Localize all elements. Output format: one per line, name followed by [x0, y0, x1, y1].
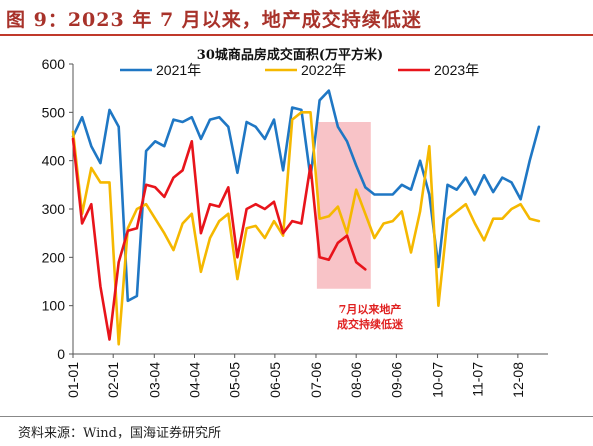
y-tick-label: 600: [42, 56, 66, 72]
y-tick-label: 400: [42, 153, 66, 169]
x-tick-label: 05-05: [227, 362, 243, 398]
series-layer: [71, 89, 541, 346]
y-tick-label: 200: [42, 249, 66, 265]
annotation-line-2: 成交持续低迷: [337, 317, 404, 331]
x-tick-label: 10-07: [429, 362, 445, 398]
x-tick-label: 06-05: [267, 362, 283, 398]
series-line-2: [71, 111, 541, 346]
legend-label: 2023年: [434, 62, 479, 78]
x-tick-label: 01-01: [65, 362, 81, 398]
x-tick-label: 03-04: [146, 362, 162, 398]
annotation-line-1: 7月以来地产: [339, 302, 402, 316]
x-tick-label: 07-06: [308, 362, 324, 398]
legend: 2021年 2022年 2023年: [120, 62, 479, 78]
x-tick-label: 04-04: [186, 362, 202, 398]
y-tick-label: 300: [42, 201, 66, 217]
x-tick-label: 09-06: [388, 362, 404, 398]
title-divider: [0, 34, 593, 36]
source-note: 资料来源：Wind，国海证券研究所: [18, 426, 221, 441]
legend-label: 2022年: [301, 62, 346, 78]
figure-title: 图 9：2023 年 7 月以来，地产成交持续低迷: [6, 9, 422, 31]
series-line-1: [71, 89, 541, 303]
x-tick-label: 08-06: [348, 362, 364, 398]
x-tick-label: 02-01: [105, 362, 121, 398]
y-tick-label: 100: [42, 298, 66, 314]
source-divider: [0, 416, 593, 417]
series-line-3: [71, 137, 367, 341]
chart-title: 30城商品房成交面积(万平方米): [197, 47, 383, 63]
axes: 0 100 200 300 400 500 600 01-01 02-01 03-04 04-04 0…: [42, 56, 548, 398]
y-tick-label: 500: [42, 104, 66, 120]
x-tick-label: 11-07: [470, 362, 486, 397]
x-tick-label: 12-08: [510, 362, 526, 398]
legend-label: 2021年: [156, 62, 201, 78]
y-tick-label: 0: [57, 346, 65, 362]
